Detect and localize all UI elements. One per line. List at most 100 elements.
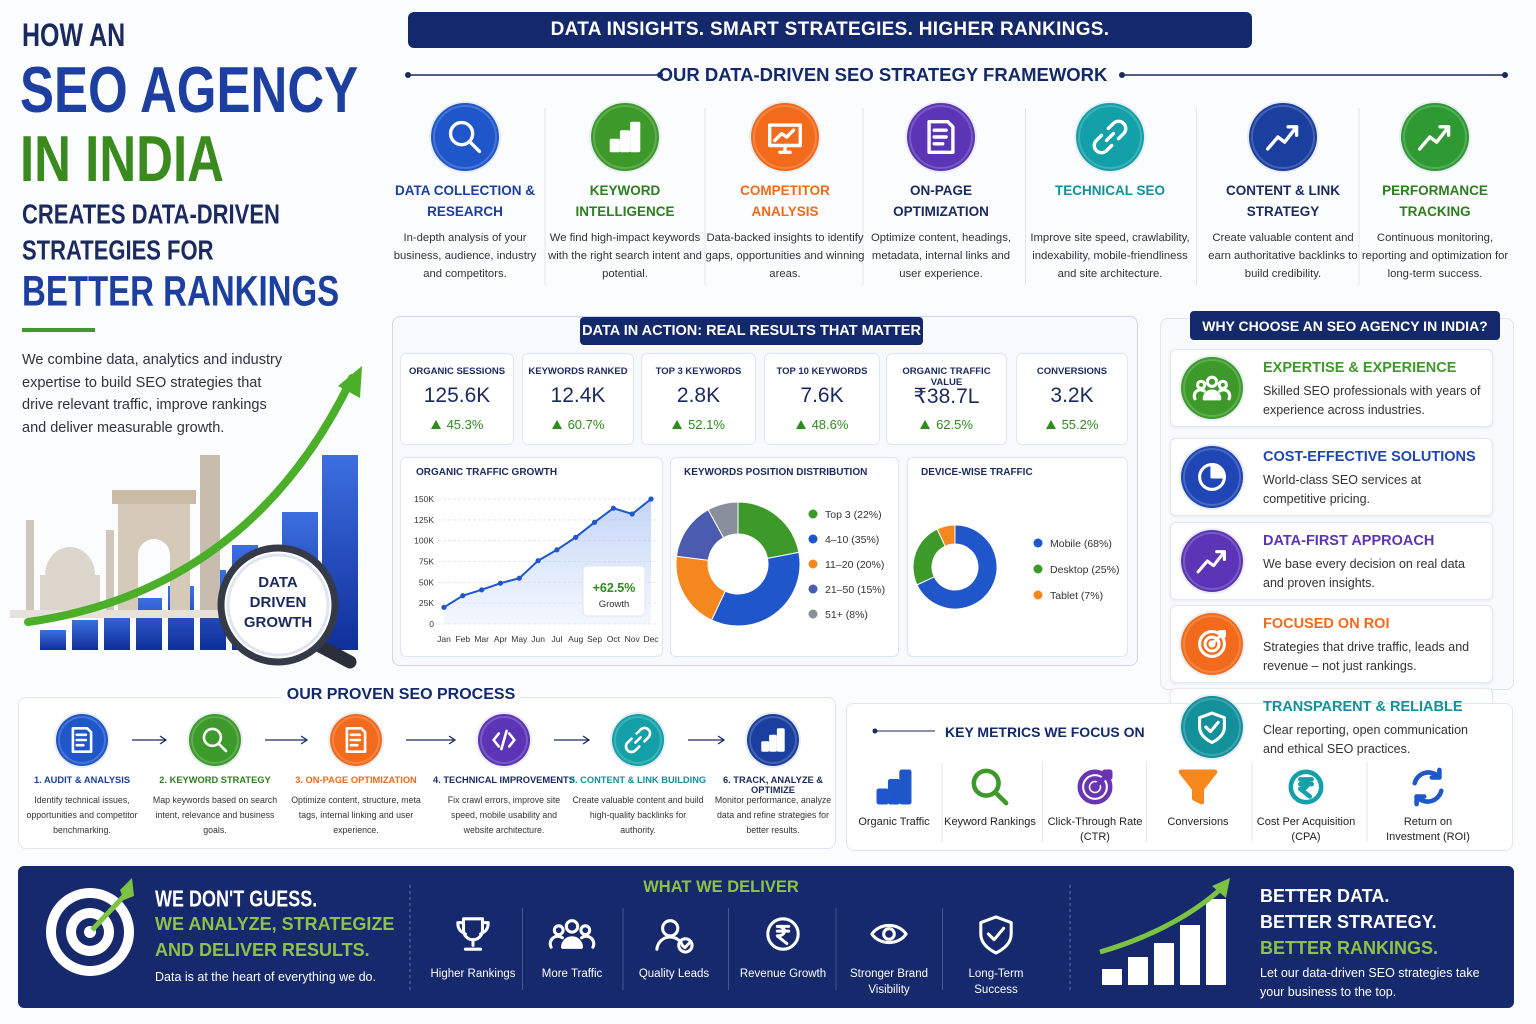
icon-glyph xyxy=(766,917,800,951)
footer-bar xyxy=(1128,957,1148,985)
icon-circle xyxy=(1181,696,1243,758)
framework-text: Data-backed insights to identify gaps, o… xyxy=(705,232,865,280)
glyph-part xyxy=(899,769,912,805)
icon-glyph xyxy=(624,726,652,754)
x-tick-label: Oct xyxy=(607,634,621,644)
glyph-part xyxy=(1298,777,1314,799)
glyph-part xyxy=(887,779,901,805)
glyph-part xyxy=(71,727,93,753)
glyph-part xyxy=(769,734,777,752)
icon-glyph xyxy=(1192,375,1232,401)
framework-text: Create valuable content and earn authori… xyxy=(1208,232,1358,280)
glyph-part xyxy=(1203,635,1221,653)
why-item-title: EXPERTISE & EXPERIENCE xyxy=(1263,360,1457,376)
glyph-part xyxy=(1198,630,1226,658)
why-item-title: DATA-FIRST APPROACH xyxy=(1263,533,1435,549)
framework-text: Continuous monitoring, reporting and opt… xyxy=(1361,232,1509,280)
process-panel xyxy=(18,697,836,849)
icon-glyph xyxy=(927,119,955,155)
point xyxy=(648,496,654,502)
hero-title: IN INDIA xyxy=(20,122,224,196)
icon-ring xyxy=(191,716,239,764)
donut-slice xyxy=(916,524,998,610)
legend-label: 11–20 (20%) xyxy=(825,559,884,571)
glyph-part xyxy=(1212,630,1226,644)
arrow-head xyxy=(159,735,168,745)
icon-ring xyxy=(749,716,797,764)
metric-label: Return on Investment (ROI) xyxy=(1386,816,1470,843)
process-step-text: Create valuable content and build high-q… xyxy=(572,795,704,835)
annotation: Growth xyxy=(599,599,630,610)
legend-swatch xyxy=(808,609,818,619)
icon-glyph xyxy=(655,919,694,954)
icon-glyph xyxy=(1198,630,1226,658)
chart-title: KEYWORDS POSITION DISTRIBUTION xyxy=(684,467,868,478)
icon-glyph xyxy=(345,727,367,753)
glyph-part xyxy=(560,936,584,949)
deliver-label: Revenue Growth xyxy=(739,968,827,980)
y-tick-label: 0 xyxy=(429,619,434,629)
monument xyxy=(40,547,100,612)
why-item-title: COST-EFFECTIVE SOLUTIONS xyxy=(1263,449,1476,465)
icon-glyph xyxy=(1196,550,1226,574)
icon-glyph xyxy=(761,728,785,752)
line-dot xyxy=(1502,72,1508,78)
why-item-text: Clear reporting, open communication and … xyxy=(1263,723,1468,756)
glyph-part xyxy=(579,924,592,937)
kpi-value: 2.8K xyxy=(676,384,721,407)
footer-bar xyxy=(1180,925,1200,985)
legend-label: 21–50 (15%) xyxy=(825,584,885,596)
icon-ring xyxy=(1183,448,1241,506)
arrow-head xyxy=(300,735,309,745)
glyph-part xyxy=(1092,133,1114,155)
kpi-value: ₹38.7L xyxy=(913,385,980,408)
glyph-part xyxy=(1288,769,1324,805)
glyph-part xyxy=(217,742,228,753)
arrow-head xyxy=(582,735,591,745)
badge-text: DATA DRIVEN GROWTH xyxy=(243,574,313,631)
glyph-part xyxy=(927,119,955,155)
monument xyxy=(26,520,34,612)
donut-slice xyxy=(710,551,801,627)
glyph-part xyxy=(468,140,482,154)
banner xyxy=(408,12,1252,48)
line-dot xyxy=(1119,72,1125,78)
footer-bar xyxy=(1206,899,1226,985)
metric-label: Cost Per Acquisition (CPA) xyxy=(1256,816,1356,843)
process-step-title: 3. ON-PAGE OPTIMIZATION xyxy=(295,775,417,785)
chart-title: DEVICE-WISE TRAFFIC xyxy=(921,467,1033,478)
icon-glyph xyxy=(1288,769,1324,805)
process-step-text: Map keywords based on search intent, rel… xyxy=(152,795,278,835)
monument xyxy=(118,500,190,612)
framework-text: In-depth analysis of your business, audi… xyxy=(393,232,537,280)
icon-glyph xyxy=(1417,125,1451,151)
icon-ring xyxy=(480,716,528,764)
x-tick-label: Nov xyxy=(625,634,641,644)
icon-glyph xyxy=(71,727,93,753)
glyph-part xyxy=(1192,388,1232,401)
point xyxy=(516,575,522,581)
kpi-label: TOP 3 KEYWORDS xyxy=(655,366,742,377)
y-tick-label: 75K xyxy=(419,557,434,567)
framework-text: Improve site speed, crawlability, indexa… xyxy=(1030,232,1190,280)
section-title: OUR DATA-DRIVEN SEO STRATEGY FRAMEWORK xyxy=(658,64,1108,85)
footer xyxy=(18,866,1514,1008)
why-item-text: Skilled SEO professionals with years of … xyxy=(1263,384,1481,417)
glyph-part xyxy=(1198,711,1226,745)
icon-glyph xyxy=(1412,767,1444,807)
process-step-text: Identify technical issues, opportunities… xyxy=(26,795,138,835)
why-title-pill xyxy=(1190,311,1500,340)
legend-label: 4–10 (35%) xyxy=(825,534,879,546)
glyph-part xyxy=(681,941,691,950)
legend-swatch xyxy=(1033,538,1043,548)
icon-ring xyxy=(753,105,817,169)
glyph-part xyxy=(1084,776,1106,798)
line-dot xyxy=(872,728,878,734)
process-step-text: Optimize content, structure, meta tags, … xyxy=(291,795,421,835)
why-item-text: World-class SEO services at competitive … xyxy=(1263,473,1422,506)
kpi-label: ORGANIC SESSIONS xyxy=(408,366,506,377)
framework-title: ON-PAGE OPTIMIZATION xyxy=(893,183,989,219)
x-tick-label: May xyxy=(511,634,528,644)
kpi-label: TOP 10 KEYWORDS xyxy=(776,366,868,377)
